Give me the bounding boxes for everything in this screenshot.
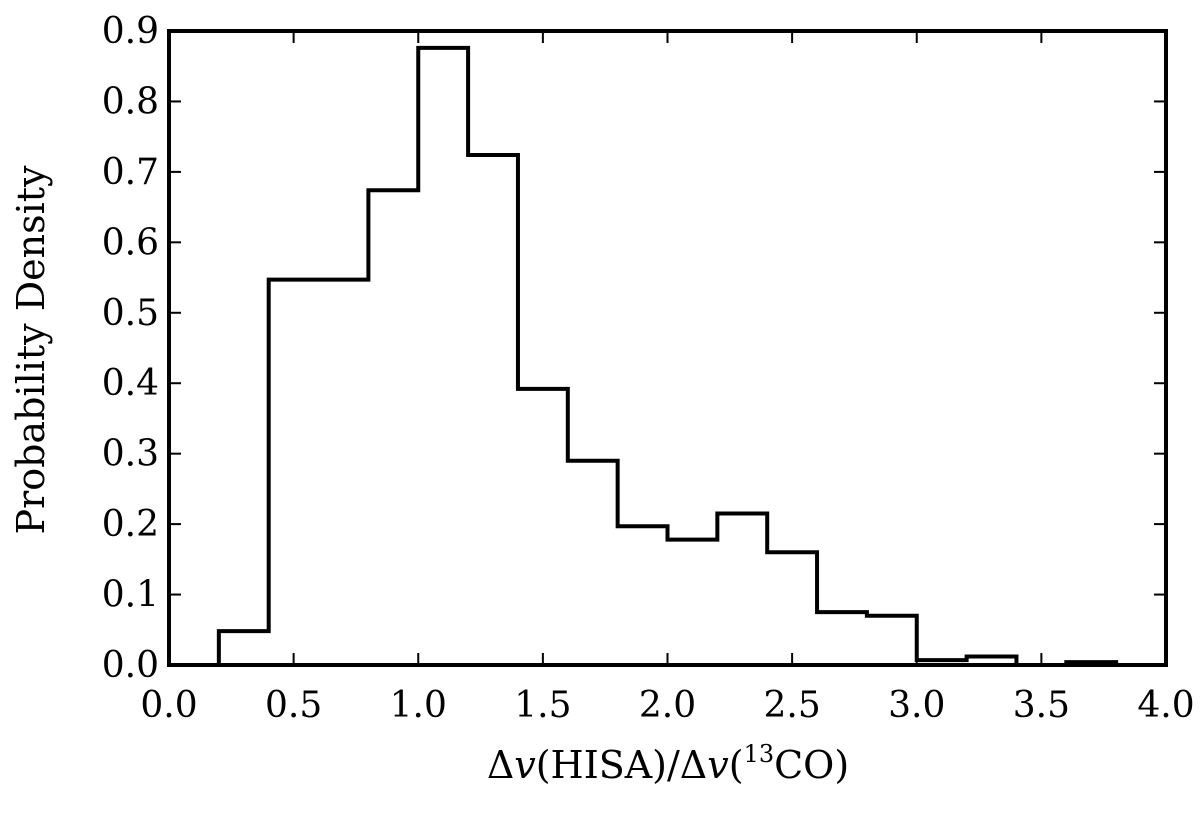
histogram-bin <box>568 461 618 665</box>
histogram-bin <box>668 540 718 665</box>
y-tick-label: 0.4 <box>102 363 159 404</box>
histogram-bin <box>867 616 917 665</box>
y-tick-label: 0.5 <box>102 293 159 334</box>
y-tick-label: 0.6 <box>102 222 159 263</box>
histogram-bin <box>269 280 319 665</box>
histogram-bin <box>767 552 817 665</box>
histogram-bin <box>468 155 518 665</box>
histogram-bin <box>717 514 767 665</box>
y-tick-label: 0.0 <box>102 645 159 686</box>
x-tick-label: 0.0 <box>140 685 197 726</box>
histogram-bin <box>368 190 418 665</box>
x-tick-label: 3.0 <box>888 685 945 726</box>
y-tick-label: 0.8 <box>102 81 159 122</box>
x-tick-label: 3.5 <box>1013 685 1070 726</box>
x-tick-label: 2.0 <box>639 685 696 726</box>
histogram-bin <box>219 631 269 665</box>
histogram-bin <box>418 48 468 665</box>
y-tick-label: 0.2 <box>102 504 159 545</box>
x-axis-ticks: 0.0 0.5 1.0 1.5 2.0 2.5 3.0 3.5 4.0 <box>140 31 1195 726</box>
y-tick-label: 0.7 <box>102 152 159 193</box>
y-tick-label: 0.1 <box>102 575 159 616</box>
y-tick-label: 0.3 <box>102 434 159 475</box>
plot-area <box>216 45 1119 667</box>
histogram-bin <box>817 612 867 665</box>
y-axis-ticks: 0.0 0.1 0.2 0.3 0.4 0.5 0.6 0.7 0.8 0.9 <box>102 11 1166 686</box>
histogram-bin <box>618 526 668 665</box>
y-tick-label: 0.9 <box>102 11 159 52</box>
x-tick-label: 1.0 <box>390 685 447 726</box>
plot-frame <box>167 29 1168 667</box>
y-axis-label: Probability Density <box>9 165 53 535</box>
histogram-bin <box>518 389 568 665</box>
histogram-step-line <box>216 45 1119 667</box>
x-axis-label: Δv(HISA)/Δv(13CO) <box>487 740 849 787</box>
histogram-bin <box>319 280 369 665</box>
x-tick-label: 0.5 <box>265 685 322 726</box>
x-tick-label: 1.5 <box>514 685 571 726</box>
x-tick-label: 2.5 <box>763 685 820 726</box>
x-tick-label: 4.0 <box>1137 685 1194 726</box>
